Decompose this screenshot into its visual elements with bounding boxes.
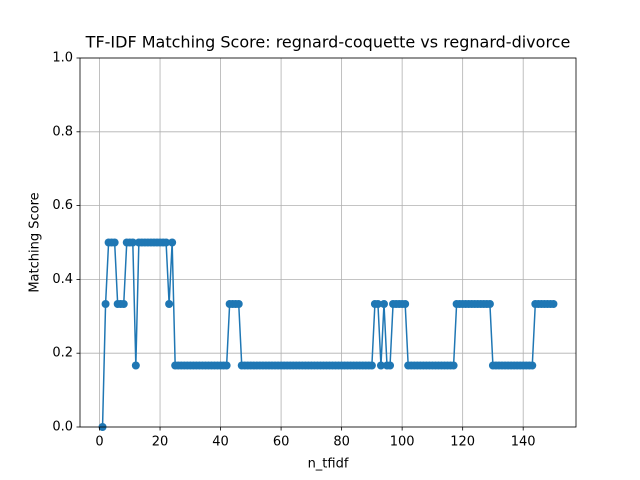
marker [386, 361, 395, 370]
x-tick-label: 40 [212, 435, 229, 450]
x-tick-label: 0 [95, 435, 103, 450]
marker [222, 361, 231, 370]
marker [549, 300, 558, 309]
chart-title: TF-IDF Matching Score: regnard-coquette … [85, 33, 571, 52]
x-tick-label: 20 [152, 435, 169, 450]
x-tick-label: 120 [450, 435, 475, 450]
marker [131, 361, 140, 370]
marker [168, 238, 177, 247]
marker [373, 300, 382, 309]
marker [485, 300, 494, 309]
marker [401, 300, 410, 309]
marker [367, 361, 376, 370]
plot [98, 238, 558, 431]
x-axis-label: n_tfidf [308, 457, 349, 472]
y-tick-label: 0.0 [52, 420, 73, 435]
marker [449, 361, 458, 370]
y-tick-label: 0.6 [52, 198, 73, 213]
y-tick-label: 0.4 [52, 272, 73, 287]
y-axis-label: Matching Score [28, 192, 43, 292]
marker [376, 361, 385, 370]
y-tick-label: 0.8 [52, 124, 73, 139]
marker [165, 300, 174, 309]
marker [101, 300, 110, 309]
y-tick-label: 0.2 [52, 346, 73, 361]
marker [119, 300, 128, 309]
marker [234, 300, 243, 309]
marker [110, 238, 119, 247]
marker [162, 238, 171, 247]
x-tick-label: 60 [273, 435, 290, 450]
marker [128, 238, 137, 247]
y-tick-label: 1.0 [52, 51, 73, 66]
marker [528, 361, 537, 370]
x-tick-label: 100 [390, 435, 415, 450]
axes-frame [79, 57, 577, 428]
marker [379, 300, 388, 309]
x-tick-label: 140 [511, 435, 536, 450]
x-tick-label: 80 [333, 435, 350, 450]
